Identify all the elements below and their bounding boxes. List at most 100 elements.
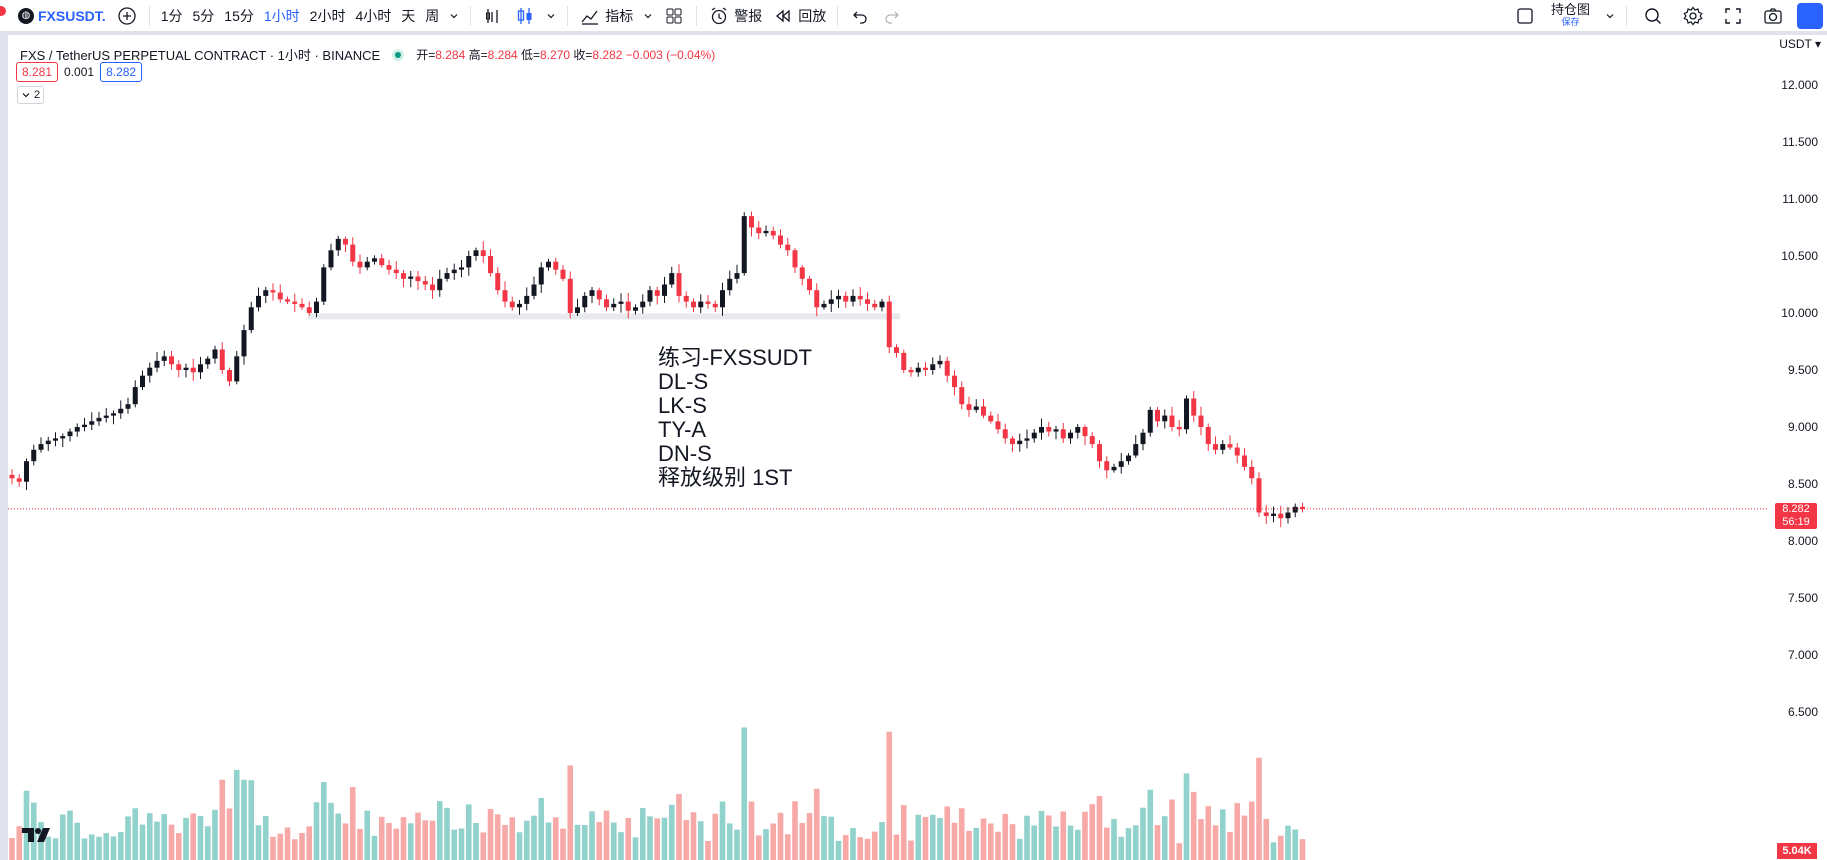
- candle-body: [843, 295, 849, 302]
- candle-body: [807, 278, 812, 291]
- candle-body: [147, 367, 153, 376]
- buy-price-button[interactable]: 8.282: [100, 62, 143, 82]
- layout-checkbox-button[interactable]: [1509, 0, 1541, 31]
- price-tick-label: 9.500: [1787, 363, 1818, 377]
- volume-bar: [937, 817, 943, 860]
- candle-body: [74, 427, 80, 432]
- candle-body: [466, 256, 472, 268]
- top-toolbar: ◍ FXSUSDT. 1分 5分 15分 1小时 2小时 4小时天周 指标: [0, 0, 1827, 31]
- volume-bar: [879, 822, 885, 860]
- interval-5[interactable]: 4小时: [355, 7, 392, 24]
- volume-bar: [603, 810, 610, 860]
- volume-bar: [400, 817, 407, 860]
- volume-bar: [23, 790, 30, 860]
- volume-bar: [1111, 819, 1117, 860]
- publish-button[interactable]: [1793, 0, 1827, 31]
- layout-save-button[interactable]: 持仓图 保存: [1541, 0, 1600, 31]
- settings-button[interactable]: [1673, 0, 1713, 31]
- candle-body: [792, 250, 798, 268]
- snapshot-button[interactable]: [1753, 0, 1793, 31]
- volume-bar: [1154, 825, 1161, 860]
- volume-bar: [233, 769, 240, 860]
- candle-body: [850, 295, 856, 302]
- currency-dropdown[interactable]: USDT ▾: [1779, 37, 1821, 51]
- interval-4[interactable]: 2小时: [309, 7, 346, 24]
- candle-body: [944, 360, 950, 376]
- indicators-button[interactable]: 指标: [574, 0, 638, 31]
- interval-6[interactable]: 天: [401, 7, 416, 24]
- candle-body: [1300, 506, 1305, 510]
- fullscreen-button[interactable]: [1713, 0, 1753, 31]
- compare-symbol-button[interactable]: [111, 0, 143, 31]
- volume-bar: [1219, 809, 1226, 860]
- volume-bar: [900, 805, 907, 860]
- candle-body: [908, 370, 914, 373]
- candle-style-button[interactable]: [509, 0, 541, 31]
- candle-body: [1082, 427, 1088, 437]
- text-annotation[interactable]: 练习-FXSSUDT DL-S LK-S TY-A DN-S 释放级别 1ST: [658, 346, 812, 490]
- interval-2[interactable]: 15分: [224, 7, 254, 24]
- volume-bar: [364, 810, 371, 860]
- candle-body: [633, 307, 638, 311]
- candle-body: [190, 367, 196, 373]
- candle-body: [828, 299, 834, 304]
- candle-body: [401, 273, 406, 279]
- alert-button[interactable]: 警报: [703, 0, 767, 31]
- volume-bar: [81, 838, 88, 860]
- symbol-name: FXSUSDT.: [38, 7, 106, 24]
- volume-bar: [444, 807, 450, 860]
- volume-bar: [719, 801, 726, 860]
- bar-style-button[interactable]: [477, 0, 509, 31]
- sell-price-button[interactable]: 8.281: [16, 62, 59, 82]
- candle-body: [256, 295, 261, 308]
- interval-dropdown[interactable]: [444, 0, 464, 31]
- price-tick-label: 7.000: [1787, 648, 1818, 662]
- volume-bar: [88, 834, 95, 860]
- candle-body: [720, 290, 725, 308]
- replay-button[interactable]: 回放: [767, 0, 831, 31]
- symbol-search-button[interactable]: ◍ FXSUSDT.: [0, 0, 111, 31]
- redo-button[interactable]: [876, 0, 908, 31]
- price-chart[interactable]: [8, 35, 1827, 860]
- tradingview-logo-icon[interactable]: [21, 825, 53, 845]
- bid-ask-row: 8.281 0.001 8.282: [16, 62, 143, 82]
- interval-1[interactable]: 5分: [192, 7, 215, 24]
- volume-bar: [386, 823, 392, 860]
- chart-type-dropdown[interactable]: [541, 0, 561, 31]
- candle-body: [937, 360, 943, 365]
- candle-body: [901, 352, 907, 370]
- search-button[interactable]: [1633, 0, 1673, 31]
- volume-bar: [393, 828, 400, 860]
- candle-body: [1271, 513, 1276, 516]
- undo-button[interactable]: [844, 0, 876, 31]
- volume-bar: [712, 813, 719, 860]
- indicators-dropdown[interactable]: [638, 0, 658, 31]
- candle-body: [836, 295, 841, 300]
- interval-0[interactable]: 1分: [160, 7, 183, 24]
- candle-body: [683, 295, 689, 302]
- volume-bar: [661, 817, 668, 860]
- interval-3[interactable]: 1小时: [263, 7, 300, 24]
- candle-body: [1075, 427, 1081, 433]
- volume-bar: [1256, 757, 1262, 860]
- volume-bar: [958, 808, 965, 860]
- volume-bar: [183, 817, 189, 860]
- layouts-button[interactable]: [658, 0, 690, 31]
- candle-body: [618, 301, 624, 304]
- volume-bar: [777, 812, 784, 860]
- redo-icon: [885, 11, 900, 24]
- volume-bar: [16, 826, 23, 860]
- volume-bar: [668, 804, 675, 860]
- layout-dropdown[interactable]: [1600, 0, 1620, 31]
- volume-bar: [1176, 843, 1183, 860]
- collapse-indicators-button[interactable]: 2: [17, 86, 44, 104]
- volume-bar: [161, 814, 168, 860]
- volume-bar: [248, 780, 255, 860]
- interval-7[interactable]: 周: [425, 7, 440, 24]
- volume-bar: [255, 825, 262, 860]
- chart-pane[interactable]: FXS / TetherUS PERPETUAL CONTRACT · 1小时 …: [8, 35, 1827, 860]
- candle-body: [473, 250, 479, 256]
- candle-body: [444, 273, 450, 279]
- candle-body: [691, 301, 696, 308]
- volume-bar: [763, 829, 769, 860]
